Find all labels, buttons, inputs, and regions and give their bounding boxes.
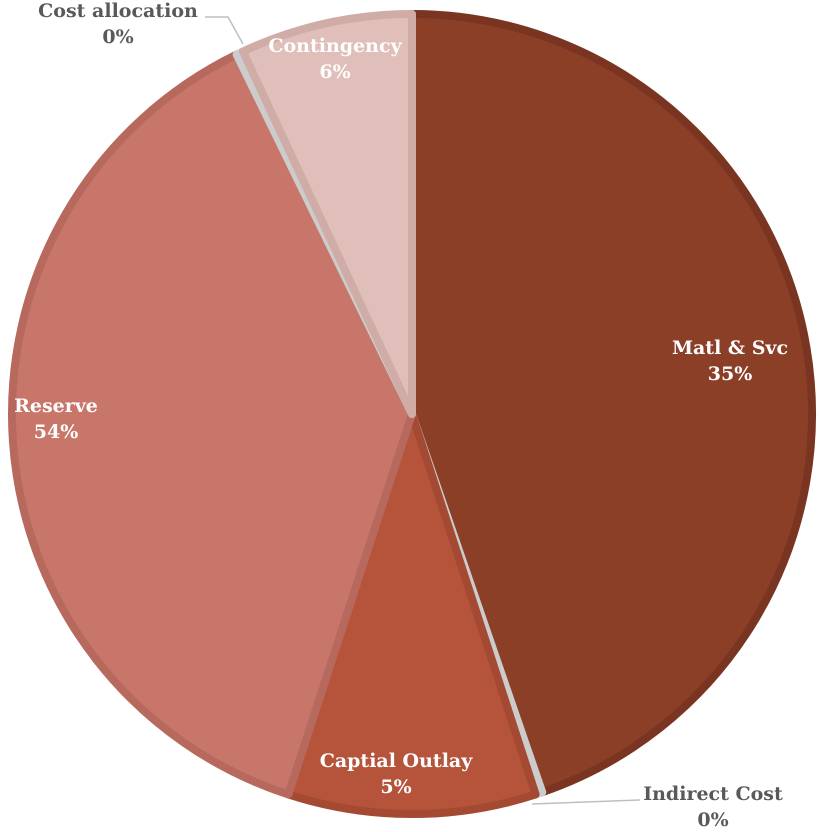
pie-slice-contingency — [238, 10, 416, 418]
slice-name: Captial Outlay — [320, 750, 474, 772]
slice-name: Reserve — [14, 395, 98, 417]
pie-slice-reserve — [8, 50, 416, 799]
callout-line-indirect-cost — [531, 799, 641, 805]
pie-slice-captial-outlay — [284, 410, 540, 818]
pie-slice-matl-svc — [408, 10, 817, 797]
slice-value: 6% — [319, 61, 350, 83]
slice-label-contingency: Contingency 6% — [268, 35, 402, 83]
slice-name: Indirect Cost — [643, 783, 783, 805]
slice-value: 0% — [102, 26, 133, 48]
slice-label-captial-outlay: Captial Outlay 5% — [320, 750, 474, 798]
slice-value: 54% — [34, 421, 79, 443]
pie-labels: Matl & Svc 35% Indirect Cost 0% Captial Outl… — [14, 0, 788, 831]
slice-name: Matl & Svc — [672, 337, 788, 359]
pie-slices — [8, 10, 817, 818]
callout-line-cost-allocation — [205, 16, 244, 45]
slice-label-indirect-cost: Indirect Cost 0% — [643, 783, 783, 831]
slice-name: Contingency — [268, 35, 402, 57]
slice-label-reserve: Reserve 54% — [14, 395, 98, 443]
pie-callouts — [205, 16, 641, 805]
slice-name: Cost allocation — [38, 0, 198, 22]
slice-value: 35% — [708, 363, 753, 385]
slice-value: 5% — [380, 776, 411, 798]
slice-label-matl-svc: Matl & Svc 35% — [672, 337, 788, 385]
slice-label-cost-allocation: Cost allocation 0% — [38, 0, 198, 48]
slice-value: 0% — [697, 809, 728, 831]
